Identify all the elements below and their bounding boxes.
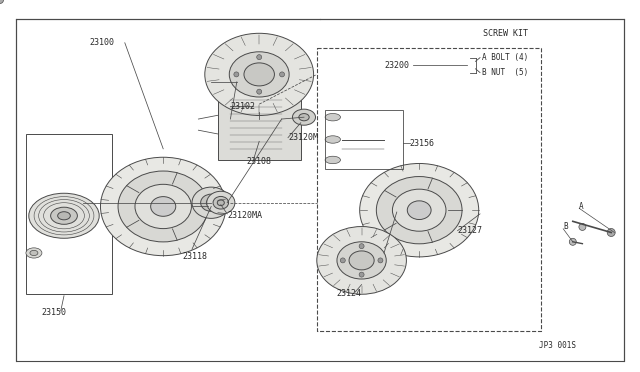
Bar [26, 134, 112, 294]
Text: 23127: 23127 [458, 226, 483, 235]
Ellipse shape [30, 250, 38, 256]
Circle shape [579, 224, 586, 230]
Text: 23150: 23150 [42, 308, 67, 317]
Ellipse shape [206, 199, 216, 207]
Text: 23118: 23118 [182, 252, 207, 261]
Ellipse shape [29, 193, 99, 238]
Ellipse shape [325, 136, 340, 143]
Ellipse shape [292, 109, 316, 125]
Text: 23120MA: 23120MA [227, 211, 262, 220]
Ellipse shape [205, 33, 314, 115]
Circle shape [607, 228, 615, 237]
Circle shape [0, 0, 3, 3]
Circle shape [0, 0, 3, 3]
Bar [325, 110, 403, 169]
Circle shape [0, 0, 3, 3]
Circle shape [0, 0, 3, 3]
Ellipse shape [325, 156, 340, 164]
Bar [317, 48, 541, 331]
Text: B: B [563, 222, 568, 231]
Ellipse shape [100, 157, 226, 256]
Ellipse shape [337, 242, 386, 279]
Bar [218, 89, 301, 160]
Ellipse shape [118, 171, 209, 242]
Ellipse shape [51, 207, 77, 224]
Circle shape [378, 258, 383, 263]
Ellipse shape [26, 248, 42, 258]
Ellipse shape [299, 113, 309, 121]
Circle shape [0, 0, 3, 3]
Text: 23108: 23108 [246, 157, 271, 166]
Text: 23120M: 23120M [288, 133, 318, 142]
Ellipse shape [317, 227, 406, 294]
Text: A BOLT (4): A BOLT (4) [482, 53, 528, 62]
Text: B NUT  (5): B NUT (5) [482, 68, 528, 77]
Ellipse shape [376, 177, 462, 244]
Ellipse shape [217, 200, 225, 206]
Text: 23100: 23100 [90, 38, 115, 47]
Circle shape [280, 72, 285, 77]
Ellipse shape [201, 194, 222, 211]
Text: SCREW KIT: SCREW KIT [483, 29, 528, 38]
Ellipse shape [407, 201, 431, 219]
Circle shape [359, 272, 364, 277]
Circle shape [359, 244, 364, 249]
Ellipse shape [207, 191, 235, 214]
Ellipse shape [58, 212, 70, 220]
Text: A: A [579, 202, 584, 211]
Text: 23102: 23102 [230, 102, 255, 110]
Ellipse shape [135, 184, 191, 229]
Text: 23156: 23156 [410, 139, 435, 148]
Circle shape [257, 89, 262, 94]
Ellipse shape [244, 63, 275, 86]
Ellipse shape [360, 163, 479, 257]
Circle shape [0, 0, 3, 3]
Circle shape [234, 72, 239, 77]
Circle shape [0, 0, 3, 3]
Ellipse shape [150, 197, 176, 216]
Ellipse shape [325, 113, 340, 121]
Text: 23124: 23124 [336, 289, 361, 298]
Circle shape [257, 55, 262, 60]
Circle shape [0, 0, 3, 3]
Circle shape [0, 0, 3, 3]
Ellipse shape [392, 189, 446, 231]
Text: 23200: 23200 [384, 61, 409, 70]
Ellipse shape [213, 196, 228, 209]
Ellipse shape [349, 251, 374, 270]
Circle shape [570, 238, 576, 245]
Text: JP3 001S: JP3 001S [539, 341, 576, 350]
Ellipse shape [229, 52, 289, 97]
Ellipse shape [192, 187, 230, 218]
Circle shape [340, 258, 346, 263]
